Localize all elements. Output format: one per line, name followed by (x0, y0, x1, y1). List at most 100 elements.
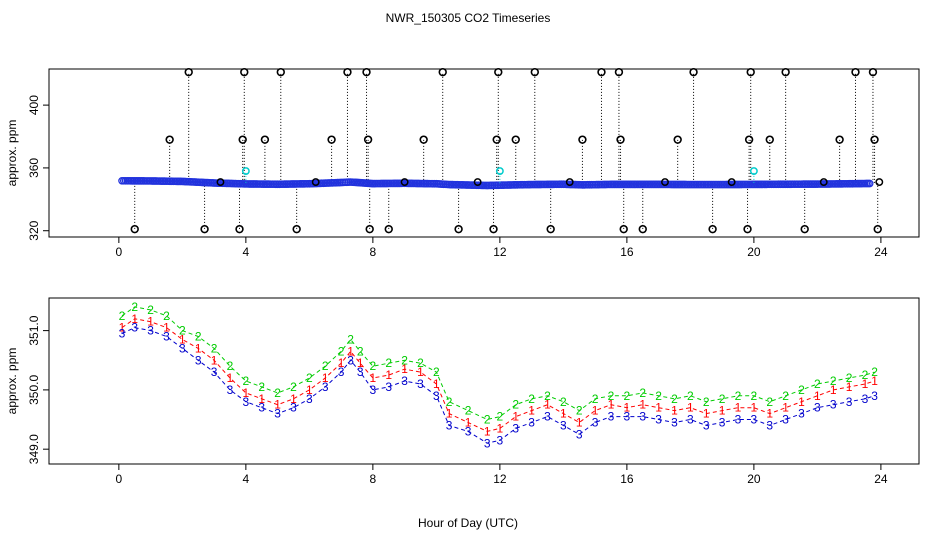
series-2-point: 2 (655, 389, 662, 403)
series-2-point: 2 (322, 359, 329, 373)
baseline-outlier-point (311, 178, 320, 186)
series-2-point: 2 (401, 353, 408, 367)
series-3-point: 3 (497, 433, 504, 447)
series-3-point: 3 (274, 407, 281, 421)
series-2-point: 2 (484, 413, 491, 427)
series-3-point: 3 (830, 398, 837, 412)
series-3-point: 3 (528, 416, 535, 430)
spike-point (327, 135, 336, 144)
series-2-point: 2 (735, 389, 742, 403)
series-3-point: 3 (401, 374, 408, 388)
series-1-point: 1 (528, 404, 535, 418)
series-2-point: 2 (639, 386, 646, 400)
series-3-point: 3 (195, 353, 202, 367)
chart-title: NWR_150305 CO2 Timeseries (386, 11, 551, 25)
spike-point (689, 67, 698, 77)
series-3-point: 3 (465, 424, 472, 438)
series-3-point: 3 (798, 407, 805, 421)
series-2-point: 2 (433, 365, 440, 379)
spike-point (744, 135, 754, 144)
spike-point (454, 224, 463, 234)
baseline-outlier-point (216, 178, 225, 186)
series-3-point: 3 (862, 392, 869, 406)
series-3-point: 3 (258, 401, 265, 415)
series-1-point: 1 (592, 404, 599, 418)
series-2-point: 2 (338, 344, 345, 358)
series-3-point: 3 (560, 418, 567, 432)
series-1-point: 1 (671, 404, 678, 418)
spike-point (238, 135, 247, 144)
series-3-point: 3 (484, 436, 491, 450)
series-1-point: 1 (147, 315, 154, 329)
series-3-point: 3 (639, 410, 646, 424)
series-1-point: 1 (484, 424, 491, 438)
series-2-point: 2 (624, 389, 631, 403)
series-2-point: 2 (592, 392, 599, 406)
series-3-point: 3 (671, 416, 678, 430)
top-y-tick-label: 320 (27, 220, 41, 240)
baseline-point (865, 179, 874, 188)
series-1-point: 1 (465, 416, 472, 430)
series-1-point: 1 (608, 398, 615, 412)
series-1-point: 1 (433, 377, 440, 391)
spike-point (800, 224, 809, 234)
spike-point (743, 224, 752, 234)
x-axis-label: Hour of Day (UTC) (418, 516, 518, 530)
top-x-tick-label: 0 (116, 245, 123, 259)
series-2-point: 2 (608, 389, 615, 403)
spike-point (260, 135, 270, 144)
bottom-y-axis-label: approx. ppm (5, 348, 19, 415)
spike-point (384, 224, 393, 234)
bottom-y-tick-label: 350.0 (27, 375, 41, 405)
series-1-point: 1 (306, 383, 313, 397)
spike-point (363, 135, 373, 144)
series-3-point: 3 (655, 413, 662, 427)
series-3-point: 3 (576, 427, 583, 441)
series-1-point: 1 (687, 401, 694, 415)
series-3-point: 3 (357, 365, 364, 379)
series-3-point: 3 (544, 410, 551, 424)
series-3-point: 3 (347, 353, 354, 367)
series-2-point: 2 (195, 330, 202, 344)
series-2-point: 2 (782, 389, 789, 403)
series-1-point: 1 (243, 386, 250, 400)
top-panel: approx. ppm 0 4 8 12 16 20 24 320 360 400 (5, 67, 920, 259)
series-3-point: 3 (322, 380, 329, 394)
series-2-point: 2 (131, 300, 138, 314)
series-1-point: 1 (417, 365, 424, 379)
spike-point (530, 67, 540, 77)
series-1-point: 1 (846, 380, 853, 394)
spike-point (200, 224, 209, 234)
series-3-point: 3 (131, 321, 138, 335)
series-2-point: 2 (357, 344, 364, 358)
series-2-point: 2 (830, 374, 837, 388)
spike-point (597, 67, 606, 77)
series-2-point: 2 (814, 377, 821, 391)
top-x-tick-label: 4 (243, 245, 250, 259)
series-2-point: 2 (528, 392, 535, 406)
spike-point (708, 224, 717, 234)
series-2-point: 2 (370, 359, 377, 373)
series-2-point: 2 (119, 309, 126, 323)
bottom-x-tick-label: 12 (493, 472, 507, 486)
series-3-point: 3 (703, 418, 710, 432)
top-x-tick-label: 12 (493, 245, 507, 259)
series-3-point: 3 (163, 330, 170, 344)
bottom-x-tick-label: 16 (620, 472, 634, 486)
series-1-point: 1 (871, 374, 878, 388)
series-1-point: 1 (830, 383, 837, 397)
series-3-point: 3 (417, 377, 424, 391)
bottom-x-tick-label: 4 (243, 472, 250, 486)
series-1-point: 1 (258, 392, 265, 406)
series-2-point: 2 (179, 324, 186, 338)
spike-point (235, 224, 244, 234)
spike-point (851, 67, 860, 77)
series-1-point: 1 (576, 416, 583, 430)
series-1-point: 1 (322, 371, 329, 385)
series-1-point: 1 (735, 401, 742, 415)
spike-point (781, 67, 790, 77)
series-3-point: 3 (751, 413, 758, 427)
series-1-point: 1 (131, 312, 138, 326)
spike-point (130, 224, 139, 234)
